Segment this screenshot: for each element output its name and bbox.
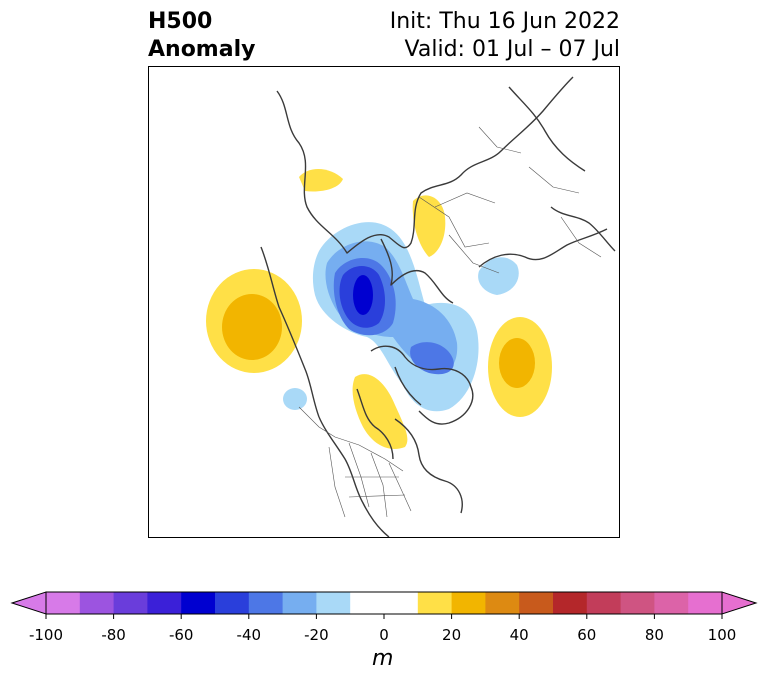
colorbar-segments <box>45 591 723 615</box>
colorbar-segment <box>553 592 588 614</box>
colorbar-segment <box>316 592 351 614</box>
colorbar-segment <box>181 592 216 614</box>
colorbar-tick-label: 60 <box>577 626 597 644</box>
map-panel <box>148 66 620 538</box>
anomaly-europe-positive <box>412 195 446 257</box>
colorbar-tick-label: 100 <box>707 626 737 644</box>
colorbar-segment <box>688 592 723 614</box>
colorbar-segment <box>451 592 486 614</box>
run-info: Init: Thu 16 Jun 2022 Valid: 01 Jul – 07… <box>390 8 620 64</box>
title-line-1: H500 <box>148 9 213 34</box>
colorbar-segment <box>654 592 689 614</box>
colorbar-segment <box>113 592 148 614</box>
colorbar-tick-label: -20 <box>304 626 329 644</box>
colorbar-under-arrow <box>10 591 47 615</box>
colorbar-segment <box>79 592 115 614</box>
map-edge-gap <box>149 285 155 319</box>
colorbar-tick-label: 40 <box>509 626 529 644</box>
title-line-2: Anomaly <box>148 37 256 62</box>
political-borders <box>298 126 602 518</box>
coastlines <box>260 76 616 537</box>
colorbar-tick-label: 80 <box>644 626 664 644</box>
colorbar <box>10 591 758 619</box>
colorbar-segment <box>620 592 655 614</box>
colorbar-segment <box>417 592 453 614</box>
colorbar-segment <box>586 592 622 614</box>
anomaly-arctic-negative <box>312 222 479 412</box>
valid-label: Valid: 01 Jul – 07 Jul <box>404 37 620 62</box>
colorbar-tick-label: -100 <box>28 626 64 644</box>
colorbar-segment <box>215 592 250 614</box>
colorbar-segment <box>147 592 182 614</box>
colorbar-tick-label: -60 <box>168 626 194 644</box>
anomaly-gulf-alaska-negative <box>283 388 307 410</box>
chart-title: H500 Anomaly <box>148 8 255 64</box>
anomaly-north-atlantic-positive <box>488 317 552 417</box>
anomaly-map <box>149 76 616 537</box>
anomaly-siberia-positive <box>299 168 343 192</box>
colorbar-unit: m <box>372 646 394 671</box>
colorbar-tick-label: 0 <box>379 626 389 644</box>
anomaly-north-pacific-positive <box>206 269 302 373</box>
anomaly-east-siberia-negative <box>478 257 519 295</box>
colorbar-tick-label: -80 <box>101 626 126 644</box>
colorbar-over-arrow <box>721 591 758 615</box>
colorbar-ticks <box>45 614 723 619</box>
anomaly-north-america-positive <box>352 374 408 449</box>
colorbar-segment <box>248 592 284 614</box>
colorbar-segment <box>350 592 419 614</box>
colorbar-segment <box>519 592 554 614</box>
colorbar-tick-label: 20 <box>442 626 462 644</box>
colorbar-segment <box>485 592 520 614</box>
colorbar-tick-label: -40 <box>236 626 262 644</box>
colorbar-segment <box>282 592 317 614</box>
init-label: Init: Thu 16 Jun 2022 <box>389 9 620 34</box>
colorbar-segment <box>46 592 81 614</box>
